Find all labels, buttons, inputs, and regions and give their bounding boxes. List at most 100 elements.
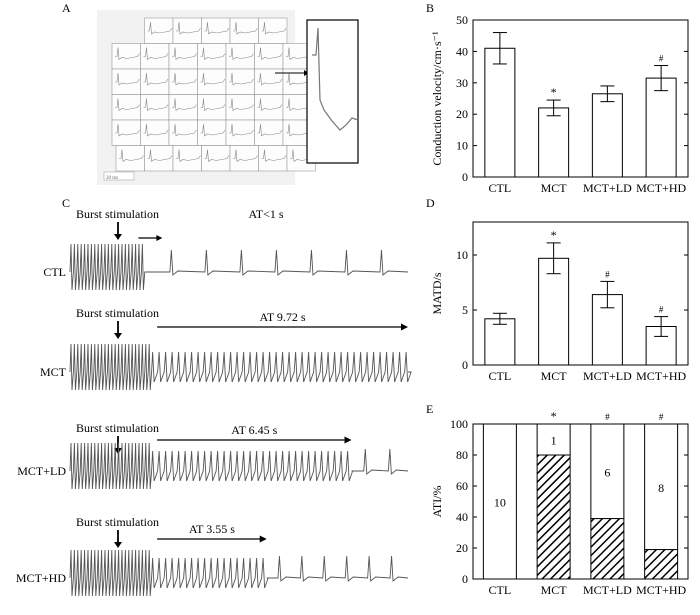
y-axis-label: MATD/s (430, 272, 444, 314)
significance-mark: * (551, 228, 557, 242)
bar (591, 93, 623, 178)
x-tick-label: MCT (541, 181, 568, 195)
grid-cell-waveform (200, 98, 226, 112)
plot-frame (472, 221, 689, 366)
grid-cell (201, 17, 231, 44)
grid-cell-waveform (257, 47, 283, 61)
grid-cell-waveform (147, 149, 173, 163)
significance-mark: # (605, 269, 610, 279)
y-tick-label: 60 (456, 479, 468, 493)
segment-label: 6 (604, 465, 610, 479)
grid-cell-waveform (261, 21, 287, 35)
bar (484, 318, 516, 366)
ecg-trace (69, 243, 409, 291)
trace-row: Burst stimulation MCT+HD AT 3.55 s (16, 515, 409, 597)
grid-cell-waveform (229, 123, 254, 137)
bar (645, 77, 677, 178)
at-arrow-head (344, 436, 352, 444)
grid-cell-waveform (172, 98, 197, 112)
grid-cell-waveform (204, 21, 230, 35)
segment-label: 8 (658, 481, 664, 495)
x-tick-label: CTL (489, 583, 512, 597)
grid-cell-waveform (172, 47, 197, 61)
grid-cell-waveform (200, 123, 226, 137)
scale-label: 20 ms (106, 176, 118, 181)
grid-cell-waveform (119, 149, 144, 163)
significance-mark: * (551, 85, 557, 99)
grid-cell-waveform (172, 123, 197, 137)
grid-cell-waveform (229, 98, 254, 112)
trace-row: Burst stimulation MCT+LD AT 6.45 s (17, 421, 409, 490)
stim-label: Burst stimulation (76, 515, 159, 529)
grid-cell-waveform (257, 123, 283, 137)
stim-label: Burst stimulation (76, 207, 159, 221)
grid-cell-waveform (143, 72, 169, 86)
bar (538, 107, 570, 178)
grid-cell-waveform (172, 72, 197, 86)
ecg-trace (69, 343, 412, 391)
scale-box (103, 171, 135, 181)
at-label: AT<1 s (248, 207, 283, 221)
significance-mark: # (659, 54, 664, 64)
panel-label-b: B (426, 1, 434, 15)
y-tick-label: 50 (456, 13, 468, 27)
y-tick-label: 0 (462, 170, 468, 184)
grid-cell-waveform (229, 47, 254, 61)
panel-label-e: E (426, 402, 433, 416)
electrode-grid (111, 17, 316, 172)
trace-row: Burst stimulation MCT AT 9.72 s (40, 306, 412, 391)
x-tick-label: MCT (541, 369, 568, 383)
x-tick-label: CTL (489, 369, 512, 383)
grid-cell-waveform (229, 72, 254, 86)
x-tick-label: MCT (541, 583, 568, 597)
at-arrow-head (401, 323, 408, 331)
grid-cell-waveform (200, 47, 226, 61)
at-label: AT 3.55 s (189, 522, 235, 536)
bar-segment-hatched (644, 549, 679, 580)
plot-frame (472, 19, 689, 178)
grid-cell-waveform (115, 47, 140, 61)
grid-cell-waveform (143, 47, 169, 61)
group-label: MCT+HD (16, 571, 66, 585)
group-label: MCT (40, 365, 67, 379)
segment-label: 1 (551, 434, 557, 448)
stim-label: Burst stimulation (76, 421, 159, 435)
significance-mark: # (659, 305, 664, 315)
bar-segment-open (590, 423, 625, 520)
ecg-trace (69, 549, 409, 597)
chart-matd: 0 5 10 MATD/s CTL MCT * MCT+LD # MCT+HD # (430, 221, 689, 383)
x-tick-label: CTL (489, 181, 512, 195)
stim-arrow-head (114, 542, 122, 548)
bar-segment-open (482, 423, 517, 580)
chart-conduction-velocity: 0 10 20 30 40 50 Conduction velocity/cm·s⁻¹ CTL… (430, 13, 689, 195)
grid-cell-waveform (257, 72, 283, 86)
at-arrow-head (156, 235, 163, 241)
y-tick-label: 10 (456, 248, 468, 262)
y-tick-label: 30 (456, 76, 468, 90)
grid-cell-waveform (261, 149, 287, 163)
panel-label-c: C (62, 196, 70, 210)
trace-row: Burst stimulation CTL AT<1 s (43, 207, 409, 291)
panel-label-d: D (426, 196, 435, 210)
bar (538, 257, 570, 366)
y-tick-label: 20 (456, 107, 468, 121)
ecg-trace (69, 442, 409, 490)
at-label: AT 6.45 s (231, 423, 277, 437)
y-tick-label: 0 (462, 572, 468, 586)
bar (484, 47, 516, 178)
group-label: MCT+LD (17, 464, 66, 478)
y-axis-label: Conduction velocity/cm·s⁻¹ (430, 31, 444, 166)
segment-label: 10 (494, 496, 506, 510)
bar-segment-hatched (590, 518, 625, 580)
significance-mark: # (605, 412, 610, 422)
grid-cell-waveform (233, 149, 258, 163)
y-tick-label: 10 (456, 139, 468, 153)
at-label: AT 9.72 s (259, 310, 305, 324)
grid-cell-waveform (204, 149, 230, 163)
panel-a-mapping: 20 ms (97, 10, 359, 185)
y-tick-label: 100 (450, 417, 468, 431)
x-tick-label: MCT+HD (636, 369, 686, 383)
x-tick-label: MCT+LD (583, 583, 632, 597)
y-tick-label: 40 (456, 510, 468, 524)
